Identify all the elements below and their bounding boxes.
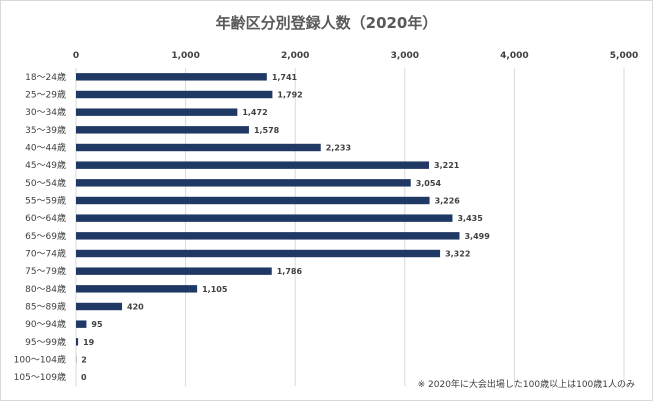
x-tick-label: 1,000 xyxy=(171,51,199,61)
category-label: 45～49歳 xyxy=(25,159,66,171)
data-label: 1,786 xyxy=(277,267,303,276)
data-label: 420 xyxy=(127,303,144,312)
data-label: 2 xyxy=(81,356,87,365)
data-label: 2,233 xyxy=(326,144,351,153)
data-label: 1,741 xyxy=(272,73,298,82)
bar xyxy=(76,196,430,205)
chart-footnote: ※ 2020年に大会出場した100歳以上は100歳1人のみ xyxy=(417,380,635,390)
data-label: 1,792 xyxy=(277,91,302,100)
bar xyxy=(76,161,430,169)
category-label: 75～79歳 xyxy=(25,265,66,277)
bar xyxy=(76,90,273,99)
category-label: 60～64歳 xyxy=(25,212,66,224)
x-tick-label: 3,000 xyxy=(391,51,419,61)
bar xyxy=(76,108,238,116)
category-label: 65～69歳 xyxy=(25,230,66,242)
bar xyxy=(76,320,87,328)
data-label: 3,054 xyxy=(416,179,442,188)
bar xyxy=(76,143,321,152)
category-label: 70～74歳 xyxy=(25,248,66,260)
category-label: 30～34歳 xyxy=(25,106,66,118)
category-label: 85～89歳 xyxy=(25,301,66,313)
bar xyxy=(76,285,198,293)
chart-title: 年齢区分別登録人数（2020年） xyxy=(215,14,438,32)
category-label: 80～84歳 xyxy=(25,283,66,295)
category-label: 18～24歳 xyxy=(25,71,66,83)
category-label: 100～104歳 xyxy=(14,354,66,366)
bar xyxy=(76,73,267,81)
x-tick-label: 5,000 xyxy=(610,51,638,61)
x-tick-label: 2,000 xyxy=(281,51,309,61)
category-label: 90～94歳 xyxy=(25,318,66,330)
data-label: 1,472 xyxy=(242,108,267,117)
data-label: 3,435 xyxy=(457,214,483,223)
bar xyxy=(76,214,453,222)
data-label: 3,221 xyxy=(434,161,460,170)
category-label: 95～99歳 xyxy=(25,336,66,348)
data-label: 1,578 xyxy=(254,126,280,135)
bar xyxy=(76,302,123,311)
data-label: 1,105 xyxy=(202,285,228,294)
category-label: 25～29歳 xyxy=(25,89,66,101)
x-tick-label: 4,000 xyxy=(500,51,528,61)
bar xyxy=(76,232,460,240)
category-label: 40～44歳 xyxy=(25,142,66,154)
bar xyxy=(76,126,249,134)
data-label: 0 xyxy=(81,373,87,382)
data-label: 3,322 xyxy=(445,250,470,259)
data-label: 3,226 xyxy=(435,197,461,206)
category-label: 55～59歳 xyxy=(25,195,66,207)
bar xyxy=(76,267,272,275)
x-tick-label: 0 xyxy=(73,51,79,61)
data-label: 95 xyxy=(91,320,103,329)
category-label: 35～39歳 xyxy=(25,124,66,136)
category-label: 105～109歳 xyxy=(14,371,66,383)
bar xyxy=(76,338,79,346)
bar xyxy=(76,179,411,187)
data-label: 3,499 xyxy=(464,232,490,241)
category-label: 50～54歳 xyxy=(25,177,66,189)
bar xyxy=(76,249,441,258)
data-label: 19 xyxy=(83,338,95,347)
